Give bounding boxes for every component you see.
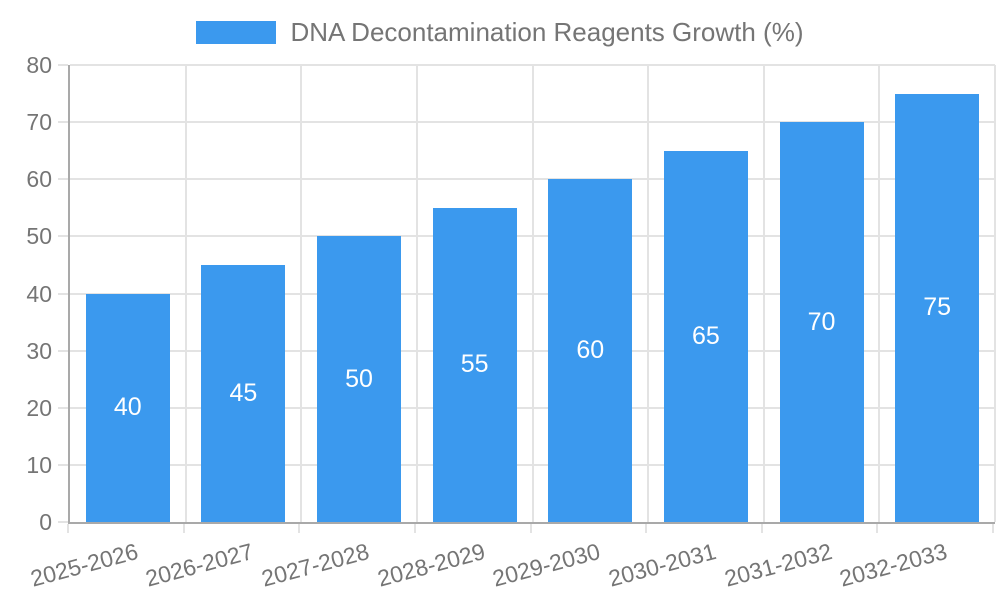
bar-2031-2032[interactable]: 70 <box>779 122 864 522</box>
x-axis-tick-label: 2027-2028 <box>258 538 372 592</box>
y-axis-tick-label: 20 <box>26 394 52 421</box>
y-axis-tick-mark <box>58 406 68 409</box>
gridline-vertical <box>531 65 534 522</box>
x-axis-tick-label: 2029-2030 <box>490 538 604 592</box>
legend-label: DNA Decontamination Reagents Growth (%) <box>290 17 804 47</box>
y-axis-tick-mark <box>58 292 68 295</box>
y-axis-tick-mark <box>58 178 68 181</box>
y-axis-tick-mark <box>58 521 68 523</box>
bar-value-label: 60 <box>576 336 605 365</box>
bar-value-label: 40 <box>113 393 142 422</box>
y-axis-tick-label: 60 <box>26 166 52 193</box>
y-axis-tick-label: 70 <box>26 109 52 136</box>
y-axis-tick-mark <box>58 121 68 124</box>
y-axis-tick-label: 80 <box>26 52 52 78</box>
gridline-vertical <box>184 65 187 522</box>
x-axis-tick-mark <box>413 524 416 533</box>
gridline-vertical <box>994 65 996 522</box>
bar-value-label: 50 <box>345 364 373 393</box>
y-axis: 0 10 20 30 40 50 60 70 80 <box>0 0 68 600</box>
plot-area: 40 45 50 55 60 65 70 75 <box>68 64 996 524</box>
gridline-vertical <box>415 65 418 522</box>
bar-2029-2030[interactable]: 60 <box>548 179 633 522</box>
bar-2032-2033[interactable]: 75 <box>895 93 980 522</box>
y-axis-tick-mark <box>58 349 68 352</box>
x-axis-tick-label: 2025-2026 <box>27 538 141 592</box>
y-axis-tick-label: 0 <box>39 509 52 535</box>
y-axis-tick-label: 30 <box>26 337 52 364</box>
x-axis-tick-label: 2032-2033 <box>836 538 950 592</box>
bar-2030-2031[interactable]: 65 <box>663 150 748 522</box>
gridline-vertical <box>300 65 303 522</box>
bar-2025-2026[interactable]: 40 <box>85 293 170 522</box>
bar-2027-2028[interactable]: 50 <box>317 236 402 522</box>
bar-value-label: 55 <box>460 350 489 379</box>
bar-2026-2027[interactable]: 45 <box>201 264 286 522</box>
gridline-vertical <box>762 65 765 522</box>
x-axis-tick-mark <box>298 524 301 533</box>
bar-value-label: 75 <box>923 293 952 322</box>
x-axis-tick-mark <box>760 524 763 533</box>
x-axis-tick-label: 2026-2027 <box>143 538 257 592</box>
x-axis-tick-label: 2028-2029 <box>374 538 488 592</box>
gridline-vertical <box>878 65 881 522</box>
bar-value-label: 65 <box>692 321 720 350</box>
gridline-vertical <box>647 65 650 522</box>
x-axis: 2025-2026 2026-2027 2027-2028 2028-2029 2029… <box>0 524 1000 600</box>
y-axis-tick-mark <box>58 235 68 238</box>
y-axis-tick-label: 50 <box>26 223 52 250</box>
bar-value-label: 45 <box>229 378 258 407</box>
y-axis-tick-label: 10 <box>26 451 52 478</box>
y-axis-tick-label: 40 <box>26 280 52 307</box>
x-axis-tick-label: 2030-2031 <box>605 538 719 592</box>
x-axis-tick-mark <box>645 524 648 533</box>
bar-value-label: 70 <box>807 307 836 336</box>
x-axis-tick-mark <box>182 524 185 533</box>
legend-item[interactable]: DNA Decontamination Reagents Growth (%) <box>0 14 1000 50</box>
y-axis-tick-mark <box>58 64 68 66</box>
bar-2028-2029[interactable]: 55 <box>432 207 517 522</box>
y-axis-tick-mark <box>58 463 68 466</box>
x-axis-tick-mark <box>529 524 532 533</box>
legend-swatch-icon <box>196 20 277 44</box>
x-axis-tick-label: 2031-2032 <box>721 538 835 592</box>
x-axis-tick-mark <box>67 524 69 533</box>
x-axis-tick-mark <box>876 524 879 533</box>
x-axis-tick-mark <box>992 524 994 533</box>
